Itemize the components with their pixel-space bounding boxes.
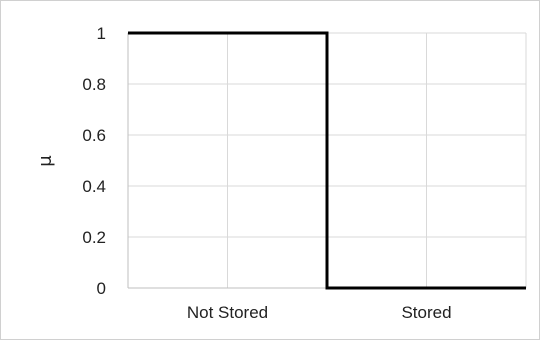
y-axis-label: μ bbox=[35, 155, 56, 167]
x-tick-label-0: Not Stored bbox=[187, 303, 268, 322]
y-tick-label-0: 0 bbox=[97, 279, 106, 298]
series-line-0 bbox=[128, 31, 526, 290]
x-tick-labels: Not Stored Stored bbox=[187, 303, 452, 322]
y-tick-label-2: 0.4 bbox=[82, 177, 106, 196]
y-tick-label-5: 1 bbox=[97, 24, 106, 43]
series-layer bbox=[128, 31, 526, 290]
x-tick-label-1: Stored bbox=[401, 303, 451, 322]
y-tick-label-4: 0.8 bbox=[82, 75, 106, 94]
y-tick-label-1: 0.2 bbox=[82, 228, 106, 247]
y-tick-labels: 0 0.2 0.4 0.6 0.8 1 bbox=[82, 24, 106, 298]
y-tick-label-3: 0.6 bbox=[82, 126, 106, 145]
